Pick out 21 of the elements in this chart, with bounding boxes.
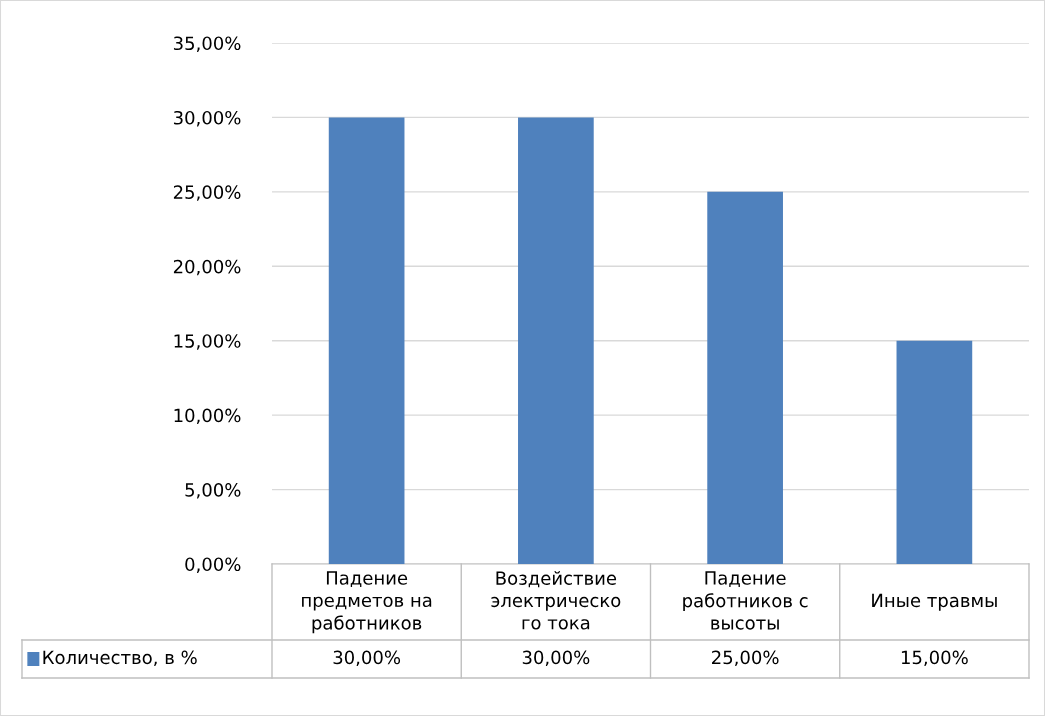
data-label: 30,00% <box>522 650 590 667</box>
y-tick-label: 10,00% <box>174 408 241 425</box>
bar <box>707 191 783 564</box>
x-tick-label: Падение работников с высоты <box>683 571 808 630</box>
data-label: 25,00% <box>712 650 779 667</box>
y-tick-label: 25,00% <box>173 185 241 201</box>
y-tick-label: 15,00% <box>174 334 241 350</box>
data-label: 30,00% <box>333 650 401 667</box>
y-tick-label: 35,00% <box>173 36 241 52</box>
bar <box>328 117 405 564</box>
bar <box>518 117 594 564</box>
x-tick-label: Иные травмы <box>872 593 997 611</box>
y-tick-label: 30,00% <box>173 110 241 127</box>
bar <box>896 340 973 564</box>
data-label: 15,00% <box>901 650 968 667</box>
x-tick-label: Падение предметов на работников <box>302 571 432 634</box>
y-tick-label: 20,00% <box>173 259 241 276</box>
legend-label: Количество, в % <box>43 650 197 667</box>
y-tick-label: 5,00% <box>185 483 241 499</box>
x-tick-label: Воздействие электрического тока <box>491 571 621 630</box>
y-tick-label: 0,00% <box>185 557 241 573</box>
